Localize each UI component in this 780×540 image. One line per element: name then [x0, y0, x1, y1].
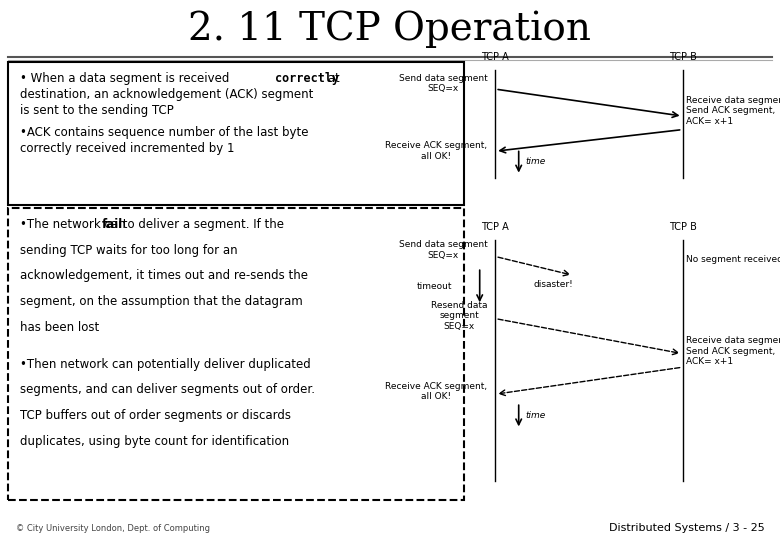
Text: acknowledgement, it times out and re-sends the: acknowledgement, it times out and re-sen… [20, 269, 307, 282]
Text: •The network can: •The network can [20, 218, 129, 231]
Text: duplicates, using byte count for identification: duplicates, using byte count for identif… [20, 435, 289, 448]
Text: correctly: correctly [275, 72, 339, 85]
Text: time: time [525, 158, 545, 166]
Text: Receive ACK segment,
all OK!: Receive ACK segment, all OK! [385, 382, 488, 401]
Text: correctly received incremented by 1: correctly received incremented by 1 [20, 142, 234, 155]
Text: Distributed Systems / 3 - 25: Distributed Systems / 3 - 25 [608, 523, 764, 533]
Text: fail: fail [101, 218, 123, 231]
Text: Receive ACK segment,
all OK!: Receive ACK segment, all OK! [385, 141, 488, 161]
Text: time: time [525, 411, 545, 420]
Text: • When a data segment is received: • When a data segment is received [20, 72, 232, 85]
Text: timeout: timeout [417, 282, 452, 291]
Text: segment, on the assumption that the datagram: segment, on the assumption that the data… [20, 295, 303, 308]
Text: at: at [324, 72, 340, 85]
Text: Send data segment
SEQ=x: Send data segment SEQ=x [399, 240, 488, 260]
Text: TCP A: TCP A [481, 52, 509, 62]
Bar [8, 208, 464, 500]
Text: TCP A: TCP A [481, 222, 509, 232]
Text: Resend data
segment
SEQ=x: Resend data segment SEQ=x [431, 301, 488, 331]
Text: 2. 11 TCP Operation: 2. 11 TCP Operation [189, 11, 591, 49]
Text: Receive data segment
Send ACK segment,
ACK= x+1: Receive data segment Send ACK segment, A… [686, 96, 780, 126]
Text: No segment received: No segment received [686, 255, 780, 264]
Text: is sent to the sending TCP: is sent to the sending TCP [20, 104, 173, 117]
Text: •ACK contains sequence number of the last byte: •ACK contains sequence number of the las… [20, 126, 308, 139]
Text: disaster!: disaster! [534, 280, 573, 289]
Text: TCP buffers out of order segments or discards: TCP buffers out of order segments or dis… [20, 409, 290, 422]
Text: •Then network can potentially deliver duplicated: •Then network can potentially deliver du… [20, 357, 310, 370]
Bar [8, 62, 464, 205]
Text: destination, an acknowledgement (ACK) segment: destination, an acknowledgement (ACK) se… [20, 88, 313, 101]
Text: © City University London, Dept. of Computing: © City University London, Dept. of Compu… [16, 524, 210, 532]
Text: to deliver a segment. If the: to deliver a segment. If the [119, 218, 284, 231]
Text: sending TCP waits for too long for an: sending TCP waits for too long for an [20, 244, 237, 256]
Text: TCP B: TCP B [668, 222, 697, 232]
Text: TCP B: TCP B [668, 52, 697, 62]
Text: has been lost: has been lost [20, 321, 99, 334]
Text: Send data segment
SEQ=x: Send data segment SEQ=x [399, 74, 488, 93]
Text: Receive data segment
Send ACK segment,
ACK= x+1: Receive data segment Send ACK segment, A… [686, 336, 780, 366]
Text: segments, and can deliver segments out of order.: segments, and can deliver segments out o… [20, 383, 314, 396]
